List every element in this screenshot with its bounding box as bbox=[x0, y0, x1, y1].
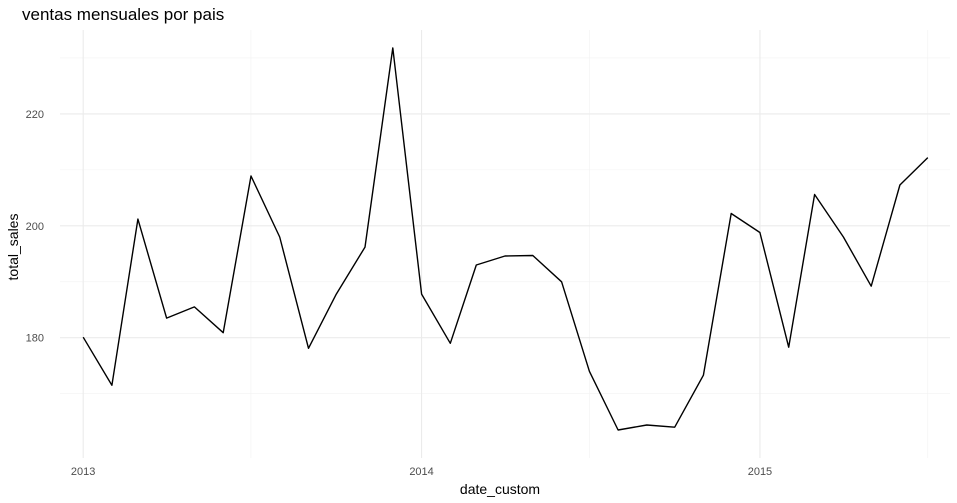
y-axis-ticks: 180 200 220 bbox=[26, 109, 44, 345]
x-axis-title: date_custom bbox=[460, 481, 540, 497]
grid bbox=[60, 30, 950, 458]
x-tick-label: 2015 bbox=[748, 466, 772, 478]
series-group bbox=[82, 47, 929, 431]
y-tick-label: 220 bbox=[26, 109, 44, 121]
chart-title: ventas mensuales por pais bbox=[22, 5, 224, 24]
x-axis-ticks: 2013 2014 2015 bbox=[71, 466, 772, 478]
x-tick-label: 2014 bbox=[409, 466, 433, 478]
x-tick-label: 2013 bbox=[71, 466, 95, 478]
y-tick-label: 180 bbox=[26, 333, 44, 345]
series-line bbox=[82, 47, 929, 431]
y-axis-title: total_sales bbox=[5, 214, 21, 281]
y-tick-label: 200 bbox=[26, 221, 44, 233]
